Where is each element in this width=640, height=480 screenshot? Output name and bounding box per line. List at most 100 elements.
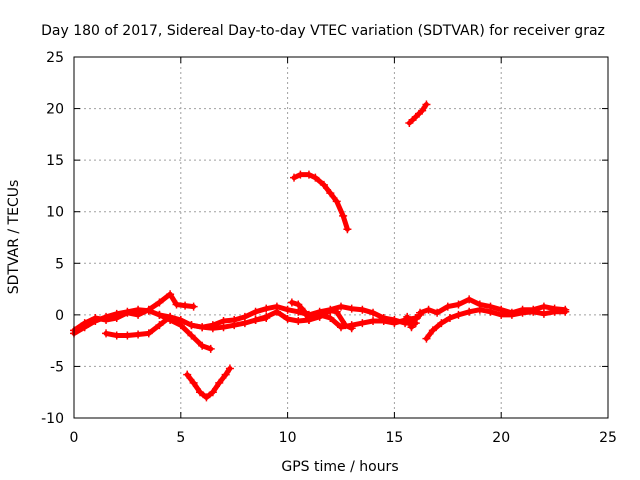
data-point — [225, 364, 234, 373]
grid-layer — [74, 57, 608, 418]
x-tick-label: 10 — [279, 430, 297, 446]
series-track-13 — [403, 310, 425, 332]
data-point — [379, 317, 388, 326]
data-point — [304, 170, 313, 179]
data-point — [272, 307, 281, 316]
data-point — [326, 313, 335, 322]
x-axis-label: GPS time / hours — [281, 459, 398, 475]
data-point — [187, 321, 196, 330]
data-point — [283, 305, 292, 314]
data-point — [219, 317, 228, 326]
data-point — [112, 309, 121, 318]
data-point — [529, 307, 538, 316]
data-point — [134, 305, 143, 314]
data-point — [315, 312, 324, 321]
series-line — [253, 309, 419, 330]
data-point — [337, 302, 345, 311]
series-line — [406, 101, 429, 126]
plot-frame — [73, 56, 609, 419]
series-track-4 — [155, 310, 215, 353]
data-point — [347, 304, 356, 313]
data-point — [539, 302, 548, 311]
series-layer — [70, 100, 570, 402]
data-point — [144, 329, 153, 338]
data-point — [428, 326, 437, 335]
data-point — [215, 378, 224, 387]
x-tick-label: 15 — [385, 430, 403, 446]
data-point — [198, 341, 207, 350]
data-point — [332, 307, 341, 316]
data-point — [187, 331, 196, 340]
data-point — [176, 321, 185, 330]
data-point — [262, 304, 271, 313]
x-tick-label: 0 — [70, 430, 79, 446]
data-point — [411, 314, 420, 323]
data-point — [445, 313, 454, 322]
x-tick-label: 25 — [599, 430, 617, 446]
series-track-5 — [183, 364, 234, 402]
data-point — [518, 308, 527, 317]
data-point — [433, 308, 442, 317]
data-point — [339, 211, 348, 220]
data-point — [311, 173, 320, 182]
data-point — [561, 307, 570, 316]
data-point — [332, 197, 341, 206]
data-point — [102, 329, 111, 338]
data-point — [287, 298, 296, 307]
data-point — [189, 378, 198, 387]
data-point — [155, 298, 164, 307]
data-point — [206, 344, 215, 353]
data-point — [123, 331, 132, 340]
series-track-10 — [405, 100, 431, 128]
y-tick-label: 5 — [55, 256, 64, 272]
data-point — [539, 309, 548, 318]
data-point — [416, 310, 425, 319]
data-point — [443, 302, 452, 311]
data-point — [294, 300, 303, 309]
data-point — [390, 319, 399, 328]
series-line — [71, 307, 173, 336]
data-point — [465, 295, 474, 304]
tick-layer: 0 5 10 15 20 25 -10 -5 0 5 10 15 20 25 — [41, 50, 617, 446]
data-point — [358, 305, 367, 314]
data-point — [251, 307, 260, 316]
data-point — [497, 310, 506, 319]
series-line — [103, 314, 269, 338]
data-point — [102, 312, 111, 321]
data-point — [550, 307, 559, 316]
data-point — [422, 100, 431, 109]
chart-title: Day 180 of 2017, Sidereal Day-to-day VTE… — [41, 23, 605, 39]
data-point — [343, 225, 352, 234]
data-point — [198, 323, 207, 332]
data-point — [407, 323, 416, 332]
series-track-8 — [287, 298, 356, 333]
y-tick-label: 15 — [46, 153, 64, 169]
data-point — [134, 330, 143, 339]
data-point — [262, 312, 271, 321]
data-point — [369, 317, 378, 326]
data-point — [172, 300, 181, 309]
series-line — [184, 366, 233, 400]
data-point — [283, 314, 292, 323]
data-point — [294, 317, 303, 326]
data-point — [304, 316, 313, 325]
data-point — [403, 312, 412, 321]
data-point — [326, 189, 335, 198]
data-point — [112, 331, 121, 340]
y-tick-label: 0 — [55, 308, 64, 324]
data-point — [296, 170, 305, 179]
data-point — [418, 106, 427, 115]
data-point — [144, 306, 153, 315]
data-point — [507, 310, 516, 319]
data-point — [424, 305, 433, 314]
data-point — [155, 321, 164, 330]
x-tick-label: 5 — [176, 430, 185, 446]
y-tick-label: 20 — [46, 102, 64, 118]
data-point — [422, 334, 431, 343]
data-point — [230, 316, 239, 325]
data-point — [326, 306, 335, 315]
data-point — [411, 112, 420, 121]
data-point — [475, 305, 484, 314]
data-point — [196, 388, 205, 397]
